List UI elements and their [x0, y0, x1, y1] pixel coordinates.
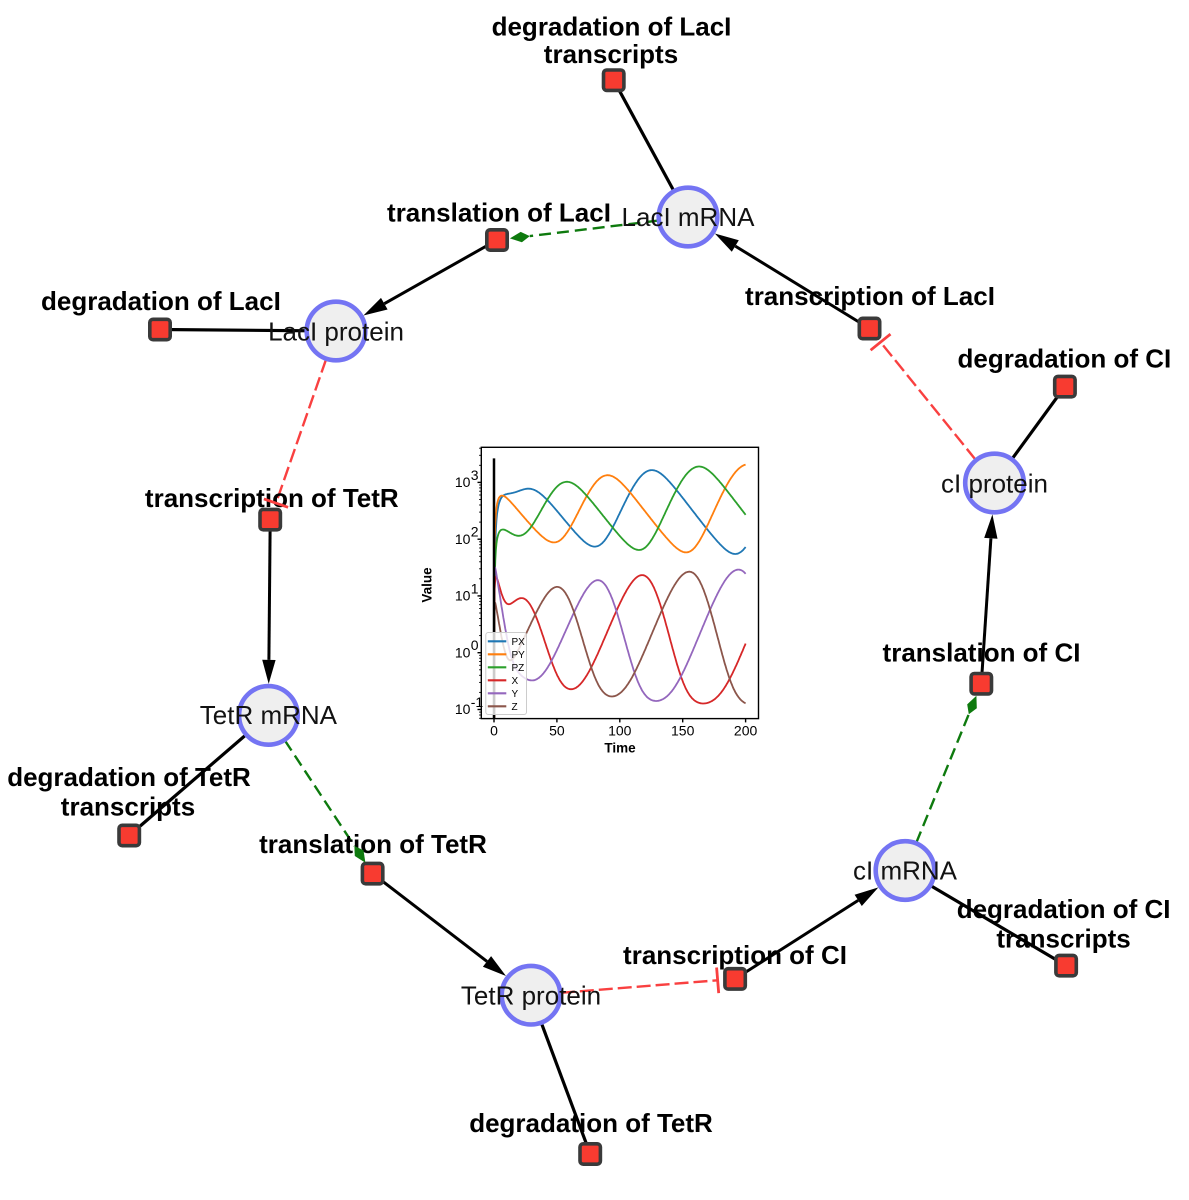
svg-text:translation of TetR: translation of TetR [259, 829, 487, 859]
svg-text:3: 3 [471, 467, 479, 483]
svg-text:LacI protein: LacI protein [268, 317, 404, 347]
svg-text:Y: Y [512, 689, 519, 700]
svg-text:Z: Z [512, 702, 518, 713]
svg-text:transcription of CI: transcription of CI [623, 940, 847, 970]
svg-text:0: 0 [490, 723, 498, 739]
svg-text:Value: Value [420, 567, 435, 603]
svg-text:transcripts: transcripts [996, 924, 1130, 954]
svg-text:PY: PY [512, 650, 526, 661]
svg-text:PX: PX [512, 637, 526, 648]
svg-text:TetR mRNA: TetR mRNA [200, 700, 338, 730]
svg-text:150: 150 [671, 723, 695, 739]
svg-text:-1: -1 [471, 694, 484, 710]
svg-text:200: 200 [734, 723, 758, 739]
svg-text:degradation of TetR: degradation of TetR [469, 1108, 713, 1138]
svg-text:10: 10 [455, 531, 471, 547]
svg-text:10: 10 [455, 644, 471, 660]
svg-text:X: X [512, 676, 519, 687]
svg-text:TetR protein: TetR protein [461, 980, 601, 1010]
svg-text:transcription of TetR: transcription of TetR [145, 483, 399, 513]
svg-text:Time: Time [604, 741, 636, 756]
svg-text:10: 10 [455, 474, 471, 490]
svg-text:10: 10 [455, 588, 471, 604]
svg-text:LacI mRNA: LacI mRNA [622, 202, 756, 232]
svg-text:PZ: PZ [512, 663, 525, 674]
svg-text:0: 0 [471, 637, 479, 653]
svg-text:degradation of TetR: degradation of TetR [7, 762, 251, 792]
svg-text:cI protein: cI protein [941, 469, 1048, 499]
svg-text:10: 10 [455, 701, 471, 717]
svg-text:degradation of LacI: degradation of LacI [492, 11, 732, 41]
svg-text:transcripts: transcripts [61, 791, 195, 821]
svg-text:cI mRNA: cI mRNA [853, 855, 958, 885]
svg-text:degradation of LacI: degradation of LacI [41, 286, 281, 316]
svg-text:translation of CI: translation of CI [883, 638, 1081, 668]
svg-text:degradation of CI: degradation of CI [957, 894, 1171, 924]
svg-text:50: 50 [549, 723, 565, 739]
svg-text:transcription of LacI: transcription of LacI [745, 281, 995, 311]
svg-text:1: 1 [471, 580, 479, 596]
svg-text:translation of LacI: translation of LacI [387, 198, 611, 228]
svg-text:transcripts: transcripts [544, 39, 678, 69]
svg-text:degradation of CI: degradation of CI [958, 343, 1172, 373]
svg-text:100: 100 [608, 723, 632, 739]
svg-text:2: 2 [471, 524, 479, 540]
